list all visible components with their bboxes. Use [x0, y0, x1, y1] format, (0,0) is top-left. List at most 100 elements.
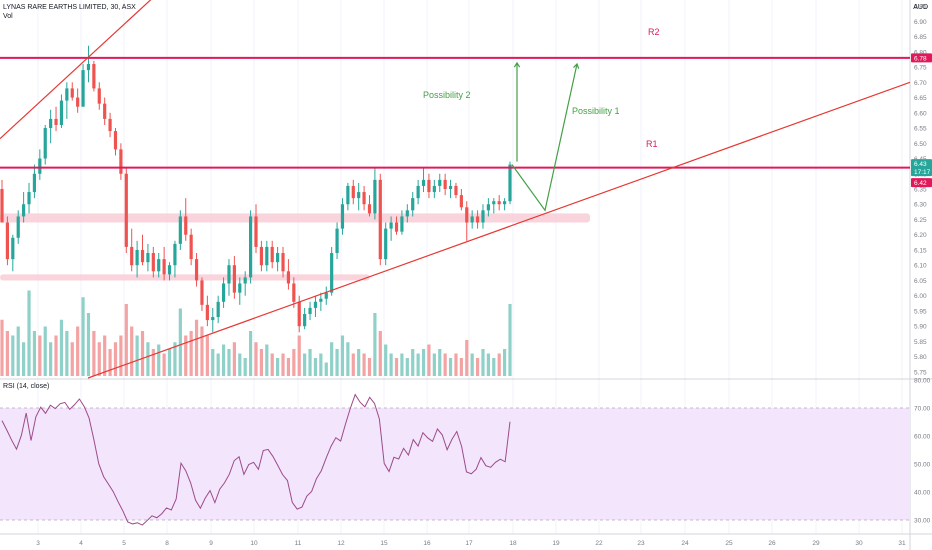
time-tick-label: 12 — [337, 540, 345, 547]
volume-bar — [221, 344, 226, 376]
candle-body — [54, 118, 58, 125]
time-tick-label: 19 — [552, 540, 560, 547]
time-tick-label: 18 — [509, 540, 517, 547]
candle-body — [5, 222, 10, 260]
volume-bar — [167, 349, 172, 376]
candle-body — [211, 317, 215, 321]
volume-bar — [5, 331, 10, 376]
volume-bar — [103, 335, 107, 376]
volume-bar — [319, 353, 323, 376]
volume-bar — [281, 353, 285, 376]
price-tick-label: 6.50 — [914, 141, 927, 148]
candle-body — [49, 118, 53, 129]
r1-label: R1 — [646, 139, 658, 149]
candle-body — [443, 179, 447, 189]
price-tick-label: 6.15 — [914, 247, 927, 254]
candle-body — [238, 283, 242, 293]
volume-bar — [135, 335, 139, 376]
candle-body — [319, 298, 323, 302]
volume-bar — [470, 353, 474, 376]
price-flag-label: 6.43 — [914, 161, 927, 168]
candle-body — [27, 192, 31, 205]
volume-bar — [173, 342, 177, 376]
candle-body — [270, 246, 274, 263]
candle-body — [351, 185, 355, 199]
price-flag — [911, 178, 932, 188]
time-tick-label: 29 — [812, 540, 820, 547]
volume-bar — [140, 331, 145, 376]
candle-body — [497, 201, 501, 205]
volume-bar — [97, 342, 101, 376]
candle-body — [254, 216, 258, 247]
candle-body — [324, 292, 328, 299]
volume-bar — [292, 349, 296, 376]
volume-bar — [16, 326, 20, 376]
candle-body — [162, 259, 166, 275]
volume-bar — [65, 331, 69, 376]
volume-bar — [49, 342, 53, 376]
time-tick-label: 15 — [380, 540, 388, 547]
volume-bar — [438, 349, 442, 376]
support-zone — [0, 213, 590, 223]
volume-bar — [335, 349, 339, 376]
volume-bar — [200, 326, 204, 376]
candle-body — [448, 185, 453, 189]
upper-channel-trendline — [0, 0, 152, 140]
time-axis[interactable]: 3 4 5 8 9 10 11 12 15 16 17 18 19 22 23 24 25 26 29 30 31 — [36, 540, 906, 547]
candle-body — [108, 118, 112, 132]
rsi-title[interactable]: RSI (14, close) — [3, 383, 50, 390]
candle-body — [438, 179, 442, 186]
drawing-labels: R2 R1 Possibility 2 Possibility 1 — [423, 27, 660, 149]
volume-bar — [492, 358, 496, 376]
candle-body — [373, 179, 377, 214]
time-tick-label: 31 — [898, 540, 906, 547]
volume-bar — [389, 353, 393, 376]
candle-body — [227, 265, 231, 284]
volume-bar — [394, 358, 399, 376]
rsi-pane[interactable] — [0, 393, 910, 526]
candle-body — [205, 304, 209, 321]
volume-bar — [384, 344, 388, 376]
candlesticks[interactable] — [0, 45, 512, 333]
candle-body — [243, 277, 247, 284]
volume-bar — [411, 349, 415, 376]
time-tick-label: 22 — [595, 540, 603, 547]
volume-bar — [303, 353, 307, 376]
volume-bar — [502, 349, 507, 376]
volume-bar — [70, 342, 74, 376]
candle-body — [32, 173, 37, 193]
candle-body — [346, 185, 350, 205]
volume-bar — [400, 353, 404, 376]
candle-body — [281, 253, 285, 272]
volume-label[interactable]: Vol — [3, 13, 13, 20]
volume-bar — [427, 344, 431, 376]
candle-body — [313, 301, 318, 308]
volume-bar — [270, 353, 274, 376]
time-tick-label: 4 — [79, 540, 83, 547]
drawing-tools[interactable] — [0, 0, 911, 379]
candle-body — [292, 283, 296, 302]
volume-bar — [189, 331, 193, 376]
candle-body — [70, 88, 74, 98]
candle-body — [486, 204, 490, 211]
volume-bar — [113, 342, 118, 376]
candle-body — [76, 97, 80, 107]
candle-body — [335, 228, 339, 254]
price-tick-label: 6.25 — [914, 217, 927, 224]
price-axis[interactable]: 6.95 6.90 6.85 6.80 6.75 6.70 6.65 6.60 6.55 6.50… — [911, 4, 932, 525]
price-tick-label: 6.05 — [914, 278, 927, 285]
volume-bar — [330, 342, 334, 376]
candle-body — [65, 88, 69, 101]
price-tick-label: 6.10 — [914, 263, 927, 270]
price-tick-label: 6.90 — [914, 19, 927, 26]
time-tick-label: 16 — [423, 540, 431, 547]
volume-bar — [367, 358, 372, 376]
symbol-title[interactable]: LYNAS RARE EARTHS LIMITED, 30, ASX — [3, 4, 136, 11]
price-tick-label: 5.90 — [914, 324, 927, 331]
time-tick-label: 17 — [465, 540, 473, 547]
rsi-line — [1, 393, 511, 526]
volume-bar — [346, 342, 350, 376]
candle-body — [378, 179, 382, 260]
time-tick-label: 8 — [165, 540, 169, 547]
